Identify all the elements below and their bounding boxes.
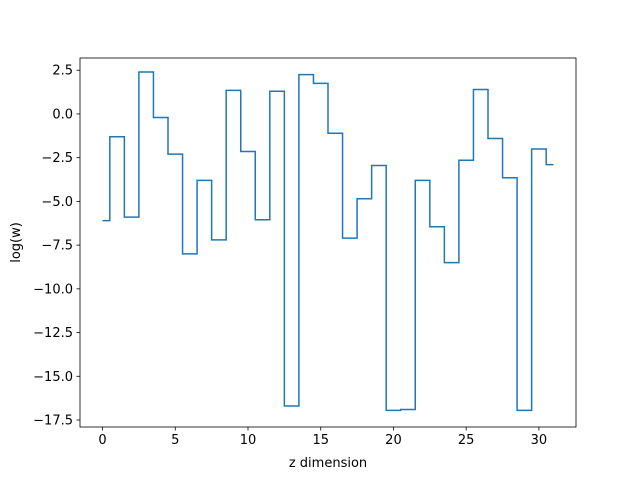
y-tick-label: 0.0 (52, 107, 73, 122)
x-tick-label: 15 (312, 433, 329, 448)
series-line-0 (102, 71, 554, 412)
y-tick-label: −12.5 (33, 326, 73, 341)
y-tick-label: 2.5 (52, 64, 73, 79)
y-axis: 2.5 0.0 −2.5 −5.0 −7.5 −10.0 −12.5 −15.0 −17.5 (33, 64, 80, 429)
x-tick-label: 20 (385, 433, 402, 448)
x-tick-label: 0 (98, 433, 106, 448)
y-tick-label: −7.5 (41, 239, 73, 254)
y-tick-label: −2.5 (41, 151, 73, 166)
x-tick-label: 25 (458, 433, 475, 448)
x-tick-label: 30 (531, 433, 548, 448)
y-tick-label: −5.0 (41, 195, 73, 210)
y-tick-label: −15.0 (33, 370, 73, 385)
y-tick-label: −17.5 (33, 414, 73, 429)
x-axis: 0 5 10 15 20 25 30 (98, 427, 547, 448)
series-layer (102, 71, 554, 412)
x-tick-label: 10 (240, 433, 257, 448)
y-tick-label: −10.0 (33, 282, 73, 297)
plot-area-frame (79, 57, 577, 428)
y-axis-label: log(w) (9, 222, 24, 263)
x-axis-label: z dimension (289, 456, 367, 471)
x-tick-label: 5 (171, 433, 179, 448)
